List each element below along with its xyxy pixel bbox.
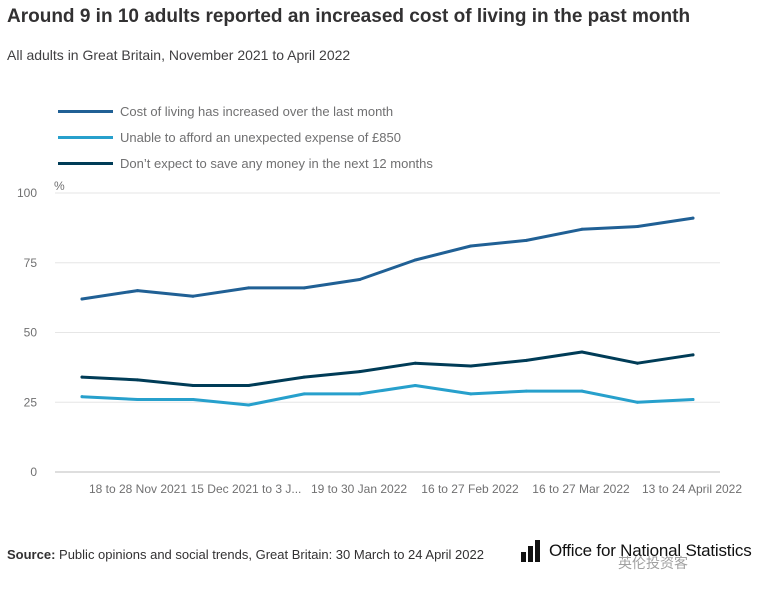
ons-logo: Office for National Statistics — [521, 540, 752, 562]
source-text: Public opinions and social trends, Great… — [59, 547, 484, 562]
data-point — [191, 397, 195, 401]
legend-swatch — [58, 109, 113, 113]
legend-label: Don’t expect to save any money in the ne… — [120, 155, 433, 171]
ons-logo-icon — [521, 540, 540, 562]
data-point — [413, 258, 417, 262]
data-point — [524, 358, 528, 362]
legend-item-no-savings: Don’t expect to save any money in the ne… — [58, 150, 433, 176]
data-point — [358, 392, 362, 396]
data-point — [413, 361, 417, 365]
ons-logo-text: Office for National Statistics — [549, 541, 752, 560]
y-tick-label: 50 — [24, 326, 38, 340]
data-point — [247, 403, 251, 407]
data-point — [524, 238, 528, 242]
data-point — [302, 286, 306, 290]
x-tick-label: 19 to 30 Jan 2022 — [311, 482, 407, 496]
chart-subtitle: All adults in Great Britain, November 20… — [7, 47, 351, 63]
series-lines — [80, 216, 695, 407]
y-axis: 0 25 50 75 100 — [17, 186, 37, 479]
data-point — [580, 227, 584, 231]
data-point — [635, 224, 639, 228]
series-line-1 — [80, 216, 695, 301]
data-point — [691, 353, 695, 357]
data-point — [358, 277, 362, 281]
legend-label: Unable to afford an unexpected expense o… — [120, 129, 401, 145]
y-axis-label: % — [54, 179, 65, 193]
legend-item-cost-of-living: Cost of living has increased over the la… — [58, 98, 433, 124]
data-point — [358, 370, 362, 374]
gridlines — [55, 192, 720, 473]
data-point — [302, 392, 306, 396]
data-point — [580, 389, 584, 393]
data-point — [635, 400, 639, 404]
watermark: 英伦投资客 — [618, 555, 688, 571]
y-tick-label: 0 — [30, 465, 37, 479]
data-point — [469, 364, 473, 368]
x-tick-label: 15 Dec 2021 to 3 J... — [191, 482, 302, 496]
legend-item-unexpected-expense: Unable to afford an unexpected expense o… — [58, 124, 433, 150]
y-tick-label: 75 — [24, 256, 38, 270]
data-point — [691, 216, 695, 220]
series-line-3 — [80, 350, 695, 387]
x-tick-label: 18 to 28 Nov 2021 — [89, 482, 187, 496]
data-point — [691, 397, 695, 401]
source-label: Source: — [7, 547, 56, 562]
data-point — [80, 297, 84, 301]
legend-swatch — [58, 161, 113, 165]
data-point — [524, 389, 528, 393]
data-point — [413, 384, 417, 388]
data-point — [635, 361, 639, 365]
data-point — [247, 286, 251, 290]
legend-label: Cost of living has increased over the la… — [120, 103, 394, 119]
source-note: Source: Public opinions and social trend… — [7, 547, 484, 562]
x-axis: 18 to 28 Nov 2021 15 Dec 2021 to 3 J... 19… — [89, 482, 742, 496]
x-tick-label: 16 to 27 Mar 2022 — [532, 482, 630, 496]
data-point — [191, 294, 195, 298]
x-tick-label: 13 to 24 April 2022 — [642, 482, 742, 496]
data-point — [302, 375, 306, 379]
legend: Cost of living has increased over the la… — [58, 98, 433, 176]
data-point — [247, 384, 251, 388]
data-point — [469, 244, 473, 248]
data-point — [580, 350, 584, 354]
data-point — [469, 392, 473, 396]
data-point — [80, 375, 84, 379]
data-point — [80, 395, 84, 399]
legend-swatch — [58, 135, 113, 139]
data-point — [136, 378, 140, 382]
chart-title: Around 9 in 10 adults reported an increa… — [7, 6, 691, 27]
y-tick-label: 100 — [17, 186, 37, 200]
x-tick-label: 16 to 27 Feb 2022 — [421, 482, 519, 496]
data-point — [136, 289, 140, 293]
data-point — [136, 397, 140, 401]
y-tick-label: 25 — [24, 395, 38, 409]
data-point — [191, 384, 195, 388]
series-line-2 — [80, 384, 695, 407]
